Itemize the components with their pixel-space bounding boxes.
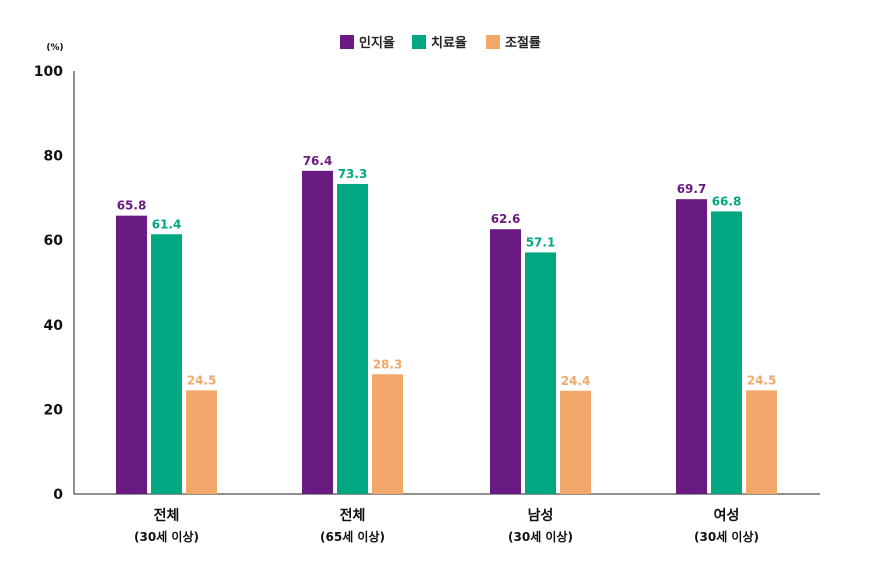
data-label: 62.6 (491, 212, 521, 226)
data-label: 24.5 (187, 373, 217, 387)
data-label: 57.1 (526, 235, 556, 249)
y-tick-label: 80 (44, 149, 64, 165)
data-label: 66.8 (712, 194, 742, 208)
category-sublabel: (30세 이상) (508, 529, 573, 544)
y-tick-label: 100 (34, 64, 63, 80)
bar (151, 234, 182, 494)
y-unit-label: (%) (46, 43, 63, 53)
legend-label: 치료율 (431, 35, 467, 51)
data-label: 24.5 (747, 373, 777, 387)
bar (746, 390, 777, 494)
data-label: 24.4 (561, 374, 591, 388)
y-tick-label: 20 (44, 402, 64, 418)
bar (676, 199, 707, 494)
data-label: 61.4 (152, 217, 182, 231)
category-sublabel: (30세 이상) (134, 529, 199, 544)
legend: 인지율 치료율 조절률 (340, 35, 541, 51)
category-label: 전체 (154, 507, 180, 524)
y-tick-label: 60 (44, 233, 64, 249)
category-sublabel: (30세 이상) (694, 529, 759, 544)
bar (337, 183, 368, 495)
bar (372, 374, 403, 494)
data-label: 65.8 (117, 199, 147, 213)
category-label: 여성 (714, 507, 740, 524)
data-label: 28.3 (373, 357, 403, 371)
bar (490, 229, 521, 494)
bar (525, 252, 556, 494)
legend-swatch (412, 35, 426, 49)
legend-label: 인지율 (359, 35, 395, 51)
data-label: 73.3 (338, 167, 368, 181)
y-tick-label: 0 (53, 487, 63, 503)
bar (186, 390, 217, 494)
legend-swatch (486, 35, 500, 49)
category-label: 전체 (340, 507, 366, 524)
category-label: 남성 (528, 507, 554, 524)
data-label: 69.7 (677, 182, 707, 196)
category-labels: 전체 (30세 이상) 전체 (65세 이상) 남성 (30세 이상) 여성 (30세 이상) (134, 507, 759, 544)
data-label: 76.4 (303, 154, 333, 168)
bar (560, 390, 591, 494)
legend-label: 조절률 (505, 36, 541, 51)
bars (116, 170, 777, 495)
bar (711, 211, 742, 494)
data-labels: 65.8 76.4 62.6 69.7 61.4 73.3 57.1 66.8 24.5 28.3… (117, 154, 777, 388)
y-tick-label: 40 (44, 318, 64, 334)
y-axis-ticks: 0 20 40 60 80 100 (34, 64, 63, 503)
legend-swatch (340, 35, 354, 49)
bar (302, 170, 333, 494)
category-sublabel: (65세 이상) (320, 529, 385, 544)
bar (116, 215, 147, 494)
